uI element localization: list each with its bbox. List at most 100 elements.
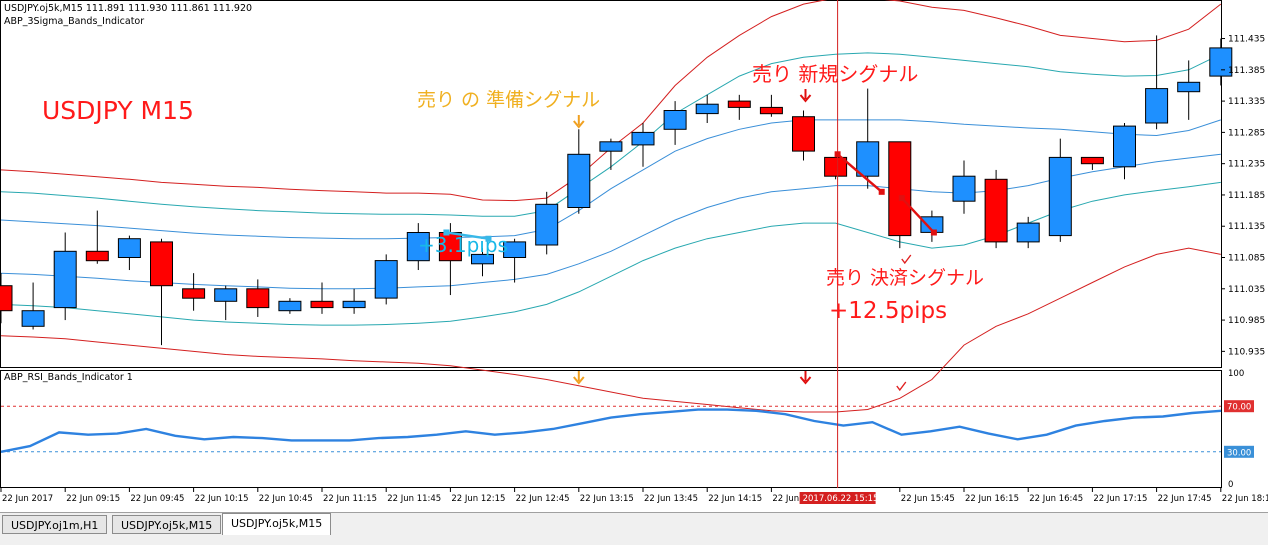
price-tick-label: 111.285 [1228, 128, 1265, 138]
band-inner-upper [0, 119, 1221, 240]
signal-markers [443, 89, 937, 392]
chart-canvas[interactable]: 70.00 30.00 100 0 111.435 111.385 111.335 111.… [0, 0, 1268, 512]
price-tick-label: 111.085 [1228, 254, 1265, 264]
trade-line-small-start [443, 229, 450, 236]
new-signal-annotation: 売り 新規シグナル [752, 62, 918, 86]
price-tick-label: 111.185 [1228, 191, 1265, 201]
chart-tab-usdjpy-h1[interactable]: USDJPY.oj1m,H1 [2, 515, 108, 534]
prep-arrow-rsi-head [573, 376, 585, 385]
rsi-indicator-name-text: ABP_RSI_Bands_Indicator 1 [4, 372, 133, 383]
rsi-level-label: 30.00 [1227, 448, 1251, 458]
candle-bull [278, 300, 302, 312]
new-arrow-rsi-head [799, 376, 812, 385]
rsi-level-label: 70.00 [1227, 403, 1251, 413]
candle-bear [984, 178, 1008, 243]
candle-bull [1048, 156, 1072, 237]
price-axis: 111.435 111.385 111.335 111.285 111.235 111.1… [1221, 35, 1265, 357]
candle-bull [663, 110, 687, 130]
new-arrow-main-head [799, 94, 812, 103]
time-tick-label: 22 Jun 17:15 [1093, 494, 1147, 504]
time-tick-label: 22 Jun 16:45 [1029, 494, 1083, 504]
candle-bear [310, 300, 334, 309]
chart-tab-usdjpy-m15-active[interactable]: USDJPY.oj5k,M15 [222, 513, 332, 535]
band-inner-lower [0, 153, 1221, 290]
candle-bear [182, 288, 206, 299]
candle-bull [1177, 81, 1201, 93]
candle-bear [246, 288, 270, 309]
candle-bear [85, 250, 109, 262]
time-tick-label: 22 Jun 11:45 [387, 494, 441, 504]
candle-bull [695, 103, 719, 115]
rsi-line [0, 408, 1222, 453]
candle-bull [1145, 88, 1169, 124]
time-tick-label: 22 Jun 13:15 [580, 494, 634, 504]
indicator-name-text: ABP_3Sigma_Bands_Indicator [4, 16, 144, 27]
pips-small-annotation: +3.1pips [418, 233, 508, 257]
candle-bull [567, 153, 591, 209]
crosshair-time-badge [799, 492, 876, 504]
time-tick-label: 22 Jun 09:45 [130, 494, 184, 504]
candle-bull [214, 288, 238, 302]
candle-bull [599, 141, 623, 152]
time-tick-label: 22 Jun 12:45 [516, 494, 570, 504]
time-tick-label: 22 Jun 13:45 [644, 494, 698, 504]
candle-bull [503, 241, 527, 258]
candle-bull [374, 260, 398, 299]
candle-bull [856, 141, 880, 177]
candle-bull [1016, 222, 1040, 243]
candle-bear [150, 241, 173, 287]
prep-arrow-main-head [573, 120, 585, 129]
candle-bear [0, 285, 13, 312]
chart-tab-bar: USDJPY.oj1m,H1 USDJPY.oj5k,M15 USDJPY.oj… [0, 512, 1268, 545]
crosshair-time-label: 2017.06.22 15:15 [803, 494, 879, 504]
main-chart-frame [0, 0, 1222, 368]
candle-bull [1209, 47, 1233, 77]
candle-bear [888, 141, 912, 237]
trade-line-1 [836, 153, 883, 193]
exit-check-rsi [896, 381, 907, 392]
trade-line-2 [900, 197, 935, 234]
price-tick-label: 111.385 [1228, 66, 1265, 76]
time-tick-label: 22 Jun 10:45 [259, 494, 313, 504]
chart-title-annotation: USDJPY M15 [42, 96, 194, 125]
candle-bull [1113, 125, 1136, 168]
rsi-level-badge [1224, 400, 1254, 413]
candle-bull [342, 300, 366, 309]
price-tick-label: 111.035 [1228, 285, 1265, 295]
time-tick-label: 22 Jun 14:15 [708, 494, 762, 504]
time-tick-label: 22 Jun 17:45 [1158, 494, 1212, 504]
price-tick-label: 111.335 [1228, 97, 1265, 107]
price-tick-label: 111.135 [1228, 222, 1265, 232]
rsi-subwindow-frame [0, 370, 1222, 488]
symbol-info-text: USDJPY.oj5k,M15 111.891 111.930 111.861 … [4, 3, 252, 14]
candlesticks [0, 35, 1233, 346]
candle-bear [727, 100, 751, 108]
trade-line-small [446, 231, 489, 240]
time-tick-label: 22 Jun 11:15 [323, 494, 377, 504]
candle-bear [759, 106, 783, 115]
price-tick-label: 110.935 [1228, 347, 1265, 357]
price-tick-label: 110.985 [1228, 316, 1265, 326]
time-tick-label: 22 Jun 15:45 [901, 494, 955, 504]
candle-bear [1080, 156, 1104, 165]
prep-signal-annotation: 売り の 準備シグナル [417, 89, 600, 111]
candle-bull [117, 238, 141, 258]
pips-big-annotation: +12.5pips [829, 298, 947, 324]
rsi-level-badge [1224, 445, 1254, 458]
price-tick-label: 111.435 [1228, 35, 1265, 45]
candle-bear [824, 156, 848, 177]
time-tick-label: 22 Jun 09:15 [66, 494, 120, 504]
rsi-indicator: 70.00 30.00 100 0 [0, 369, 1254, 490]
chart-tab-usdjpy-m15[interactable]: USDJPY.oj5k,M15 [112, 515, 222, 534]
band-outer-lower [0, 247, 1221, 413]
candle-bull [21, 310, 45, 327]
bollinger-bands [0, 0, 1222, 413]
rsi-tick-label: 0 [1228, 480, 1233, 490]
candle-bull [53, 250, 77, 309]
time-tick-label: 22 Jun 14:45 [772, 494, 826, 504]
time-tick-label: 22 Jun 10:15 [195, 494, 249, 504]
exit-signal-annotation: 売り 決済シグナル [826, 267, 984, 289]
trade-line-1-end [878, 188, 885, 195]
rsi-tick-label: 100 [1228, 369, 1244, 379]
trade-line-2-end [930, 229, 937, 236]
